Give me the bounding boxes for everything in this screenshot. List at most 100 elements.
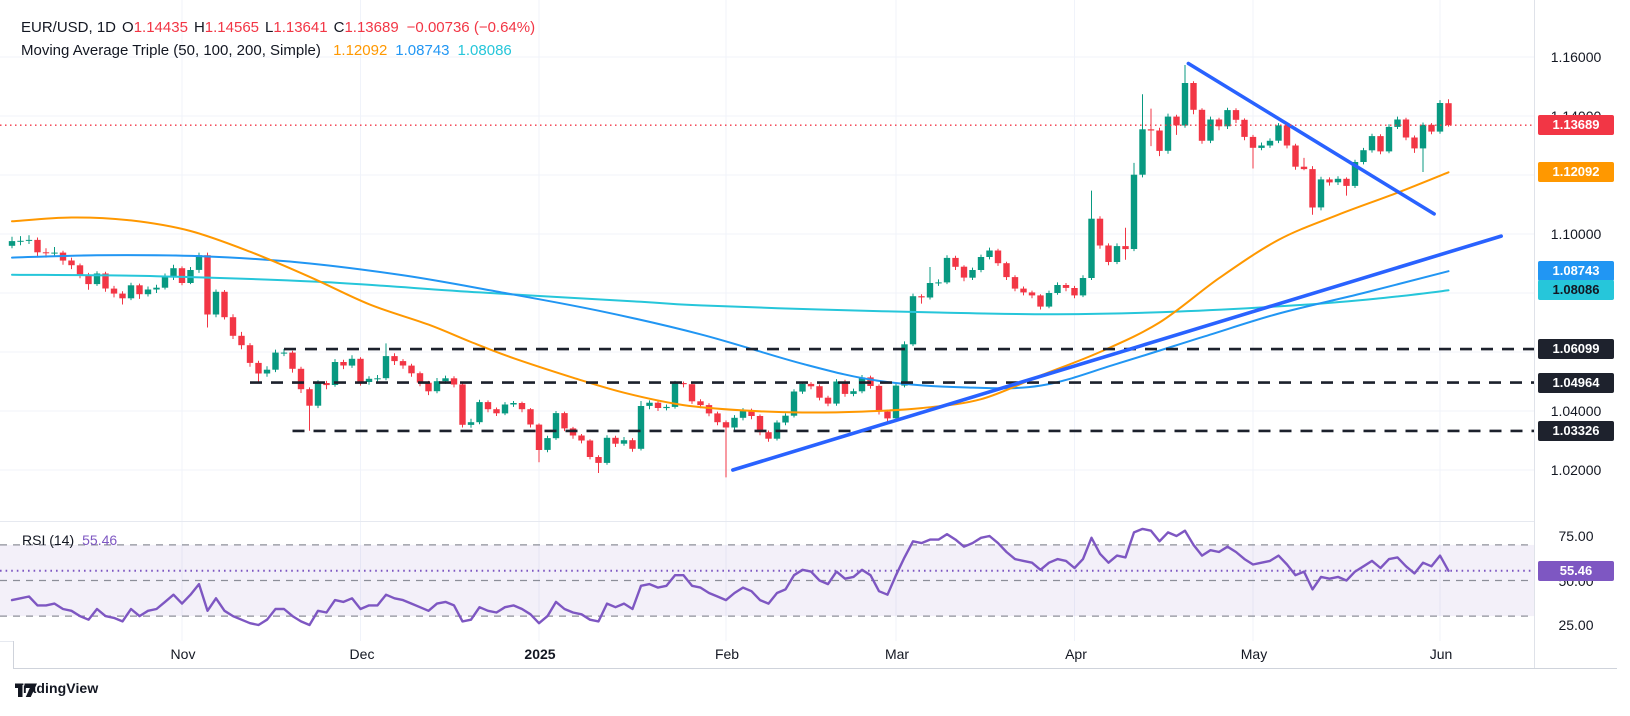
candle-body (816, 386, 823, 398)
candle-body (17, 240, 24, 242)
candle-body (1054, 285, 1061, 293)
candle-body (663, 406, 670, 409)
candle-body (892, 385, 900, 419)
candle-body (1351, 162, 1359, 186)
time-axis-label: Nov (170, 646, 196, 662)
candle-body (918, 296, 925, 298)
candle-body (280, 352, 288, 354)
candle-body (544, 438, 551, 450)
candle-body (1249, 136, 1257, 148)
candle-body (1258, 145, 1265, 148)
pane-separator[interactable] (0, 521, 1534, 522)
candle-body (510, 403, 517, 405)
candle-body (1088, 218, 1095, 278)
tradingview-logo[interactable]: TradingView (15, 680, 98, 697)
candle-body (229, 317, 237, 336)
candle-body (170, 268, 177, 277)
candle-body (442, 378, 449, 382)
price-axis-label: 1.16000 (1550, 49, 1602, 65)
candle-body (535, 424, 543, 450)
candle-body (1079, 278, 1087, 296)
candle-body (34, 239, 41, 253)
candle-body (272, 352, 279, 370)
time-axis-label: Dec (349, 646, 375, 662)
candle-body (586, 440, 594, 457)
candle-body (1045, 293, 1053, 307)
candle-body (153, 287, 160, 290)
candle-body (1266, 140, 1274, 146)
rsi-pane[interactable] (0, 521, 1534, 641)
candle-body (1411, 137, 1418, 149)
candle-body (807, 383, 815, 387)
candle-body (637, 406, 645, 449)
candle-body (1309, 169, 1316, 208)
candle-body (246, 345, 254, 363)
candle-body (1173, 116, 1180, 126)
candle-body (450, 378, 458, 385)
candle-body (603, 437, 611, 463)
candle-body (909, 296, 917, 345)
candle-body (1394, 119, 1401, 127)
candle-body (841, 381, 849, 394)
candle-body (1164, 116, 1172, 151)
candle-body (8, 241, 16, 246)
candle-body (374, 378, 381, 380)
candle-body (960, 266, 968, 278)
candle-body (552, 413, 560, 439)
candle-body (731, 417, 738, 428)
candle-body (986, 250, 993, 257)
candle-body (1020, 288, 1027, 293)
candle-body (739, 410, 747, 418)
support-resistance-levels[interactable] (250, 347, 1534, 433)
candle-body (204, 255, 211, 315)
candle-body (1122, 246, 1129, 250)
candle-body (1190, 83, 1197, 110)
candle-body (620, 440, 628, 444)
price-gridlines (0, 0, 1534, 521)
trendlines[interactable] (730, 61, 1503, 472)
candle-body (977, 257, 985, 270)
sma-50-line[interactable] (11, 171, 1450, 414)
price-pane[interactable] (0, 0, 1534, 521)
tradingview-icon (15, 683, 37, 697)
candle-body (901, 344, 908, 386)
candle-body (1147, 129, 1155, 131)
candle-body (705, 405, 713, 414)
last-price-badge: 1.13689 (1538, 115, 1614, 135)
candle-body (824, 397, 832, 404)
candle-body (144, 289, 152, 295)
candle-body (1096, 218, 1104, 246)
sma-100-line[interactable] (11, 254, 1450, 390)
candle-body (484, 402, 492, 410)
candle-body (408, 365, 415, 374)
candle-body (76, 265, 84, 275)
candle-body (697, 401, 704, 406)
candle-body (612, 437, 619, 444)
candle-body (68, 260, 75, 266)
candle-body (578, 435, 585, 441)
rsi-line[interactable] (10, 527, 1450, 627)
candle-body (382, 356, 390, 379)
candle-body (110, 288, 118, 294)
price-axis[interactable]: 1.160001.140001.100001.040001.0200075.00… (1534, 0, 1617, 668)
candle-body (1028, 292, 1036, 296)
candle-body (943, 257, 951, 283)
candle-body (348, 358, 356, 366)
candle-body (25, 239, 33, 241)
candle-body (671, 383, 679, 407)
time-axis[interactable]: Nov Dec 2025 Feb Mar Apr May Jun (13, 641, 1617, 669)
candle-body (289, 352, 296, 369)
candle-body (314, 383, 322, 406)
candle-body (433, 381, 441, 392)
candle-body (1334, 178, 1342, 183)
candle-body (119, 293, 126, 299)
candle-body (1402, 119, 1410, 138)
candle-body (493, 409, 500, 414)
candle-body (1181, 83, 1189, 126)
candle-body (654, 402, 662, 408)
candle-body (1207, 119, 1214, 141)
ascending-trendline (730, 234, 1503, 472)
time-axis-label: Apr (1065, 646, 1087, 662)
candle-body (42, 252, 50, 254)
candle-body (1003, 263, 1010, 278)
